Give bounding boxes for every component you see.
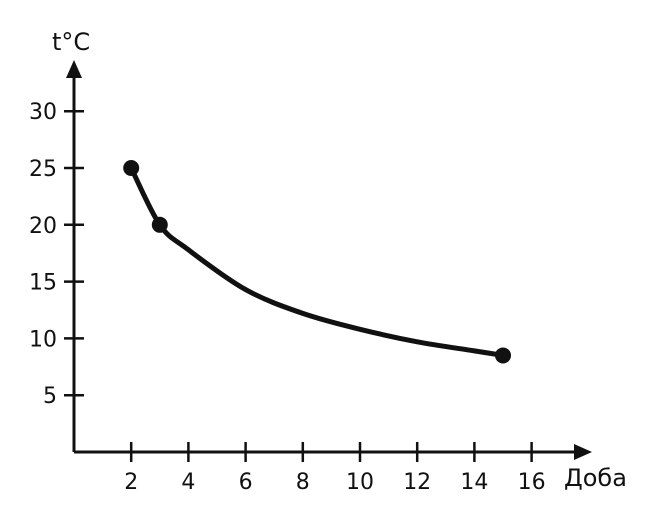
x-tick-label: 8 (296, 470, 310, 495)
x-tick-label: 14 (460, 470, 488, 495)
x-tick-label: 10 (346, 470, 374, 495)
axes (66, 60, 592, 460)
x-axis-title: Доба (564, 464, 627, 492)
y-tick-label: 25 (29, 157, 57, 182)
x-tick-label: 4 (181, 470, 195, 495)
x-tick-label: 16 (518, 470, 546, 495)
y-tick-label: 10 (29, 327, 57, 352)
x-ticks: 2 4 6 8 10 12 14 16 (124, 442, 546, 495)
data-point (151, 216, 168, 233)
data-point (123, 160, 140, 176)
y-tick-label: 15 (29, 271, 57, 296)
x-tick-label: 12 (403, 470, 431, 495)
data-markers (123, 160, 511, 364)
x-tick-label: 6 (239, 470, 253, 495)
series-line (128, 165, 506, 358)
y-axis-arrow (66, 60, 82, 78)
x-axis-arrow (574, 444, 592, 460)
x-tick-label: 2 (124, 470, 138, 495)
y-tick-label: 30 (29, 100, 57, 125)
y-ticks: 5 10 15 20 25 30 (29, 100, 84, 409)
data-point (495, 347, 511, 364)
y-tick-label: 5 (43, 384, 57, 409)
y-axis-title: t°C (52, 28, 90, 56)
y-tick-label: 20 (29, 214, 57, 239)
